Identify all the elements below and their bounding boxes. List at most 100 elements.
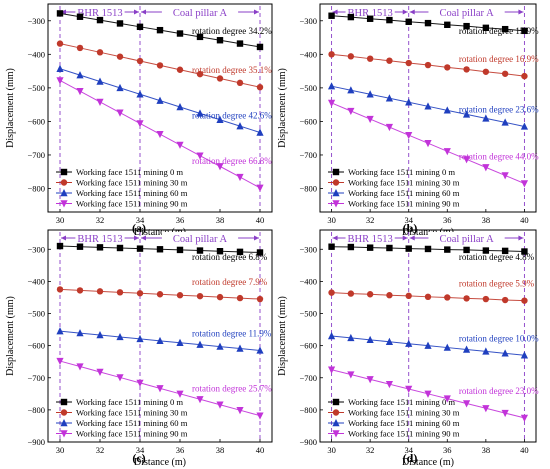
data-point (256, 249, 264, 256)
data-point (196, 33, 204, 41)
data-point (96, 288, 104, 295)
y-axis-label: Displacement (mm) (277, 296, 288, 376)
data-point (156, 336, 164, 345)
data-point (405, 98, 413, 106)
data-point (116, 83, 124, 92)
data-point (76, 329, 84, 337)
data-point (256, 346, 264, 354)
data-point (347, 290, 355, 297)
data-point (256, 84, 264, 91)
data-point (482, 295, 490, 303)
zone-annotations: BHR 1513 Coal pillar A (331, 6, 525, 210)
data-point (76, 363, 84, 371)
rotation-degree-label: rotation degree 15.9% (459, 26, 539, 36)
data-point (236, 122, 244, 130)
data-point (366, 15, 374, 22)
data-point (424, 390, 432, 398)
zone-label-coal-pillar: Coal pillar A (439, 234, 494, 245)
data-point (116, 109, 124, 117)
data-point (156, 246, 164, 253)
data-point (256, 128, 264, 136)
data-point (136, 57, 144, 65)
data-point (96, 331, 104, 339)
zone-arrow-left-icon (409, 9, 415, 15)
data-point (216, 342, 224, 350)
y-tick-label: −700 (27, 373, 45, 383)
legend-label: Working face 1511 mining 30 m (348, 178, 460, 188)
series-1: rotation degree 35.1% (56, 40, 272, 91)
legend-label: Working face 1511 mining 60 m (348, 188, 460, 198)
data-point (236, 344, 244, 352)
y-tick-label: −600 (27, 116, 45, 126)
rotation-degree-label: rotation degree 6.8% (192, 252, 268, 262)
y-tick-label: −500 (27, 83, 45, 93)
data-point (136, 334, 144, 343)
data-point (462, 345, 471, 353)
data-point (176, 338, 184, 346)
data-point (366, 55, 374, 62)
chart-panel-c: BHR 1513 Coal pillar A 30 32 34 36 38 40 −300 −40… (5, 229, 273, 468)
data-point (256, 295, 264, 303)
zone-arrow-right-icon (402, 235, 408, 241)
legend-label: Working face 1511 mining 90 m (76, 199, 188, 209)
panel-label: (a) (132, 221, 146, 235)
zone-label-bg (75, 6, 125, 18)
data-point (444, 294, 451, 301)
y-tick-label: −800 (27, 405, 45, 415)
x-tick-label: 36 (176, 445, 185, 455)
y-tick-label: −700 (27, 150, 45, 160)
zone-label-coal-pillar: Coal pillar A (173, 8, 228, 19)
series-0: rotation degree 6.8% (56, 242, 268, 262)
y-axis-label: Displacement (mm) (5, 68, 16, 148)
data-point (347, 13, 355, 21)
x-tick-label: 38 (216, 215, 225, 225)
data-point (116, 332, 124, 341)
data-point (76, 44, 84, 52)
data-point (327, 366, 336, 374)
data-point (482, 114, 490, 122)
zone-label-bhr: BHR 1513 (348, 8, 393, 19)
zone-annotations: BHR 1513 Coal pillar A (59, 232, 261, 440)
x-tick-label: 34 (404, 215, 413, 225)
plot-frame (47, 229, 273, 443)
data-point (136, 120, 144, 128)
data-point (463, 22, 470, 30)
data-point (405, 18, 412, 25)
x-tick-label: 30 (56, 215, 65, 225)
x-tick-label: 36 (443, 445, 452, 455)
y-tick-label: −800 (299, 184, 317, 194)
data-point (196, 396, 204, 404)
data-point (156, 385, 164, 393)
x-tick-label: 32 (96, 445, 105, 455)
data-point (76, 243, 84, 250)
y-tick-label: −500 (27, 309, 45, 319)
zone-label-bhr: BHR 1513 (77, 8, 122, 19)
zone-arrow-right-icon (518, 235, 524, 241)
data-point (216, 248, 224, 255)
legend-marker (332, 168, 340, 176)
data-point (347, 333, 355, 342)
data-point (256, 184, 264, 192)
data-point (482, 68, 490, 75)
data-point (327, 332, 336, 340)
data-point (501, 247, 509, 255)
y-tick-label: −300 (27, 16, 45, 26)
legend-marker (332, 398, 340, 406)
y-tick-label: −600 (27, 341, 45, 351)
y-tick-label: −600 (299, 341, 317, 351)
data-point (236, 79, 244, 87)
series-1: rotation degree 5.9% (328, 279, 535, 304)
data-point (501, 70, 509, 77)
x-tick-label: 30 (327, 215, 336, 225)
x-tick-label: 38 (482, 445, 491, 455)
x-tick-label: 38 (482, 215, 491, 225)
data-point (176, 141, 184, 149)
data-point (176, 30, 184, 37)
data-point (196, 340, 204, 348)
y-axis-label: Displacement (mm) (5, 296, 16, 376)
y-tick-label: −800 (27, 184, 45, 194)
series-2: rotation degree 10.0% (327, 332, 539, 359)
